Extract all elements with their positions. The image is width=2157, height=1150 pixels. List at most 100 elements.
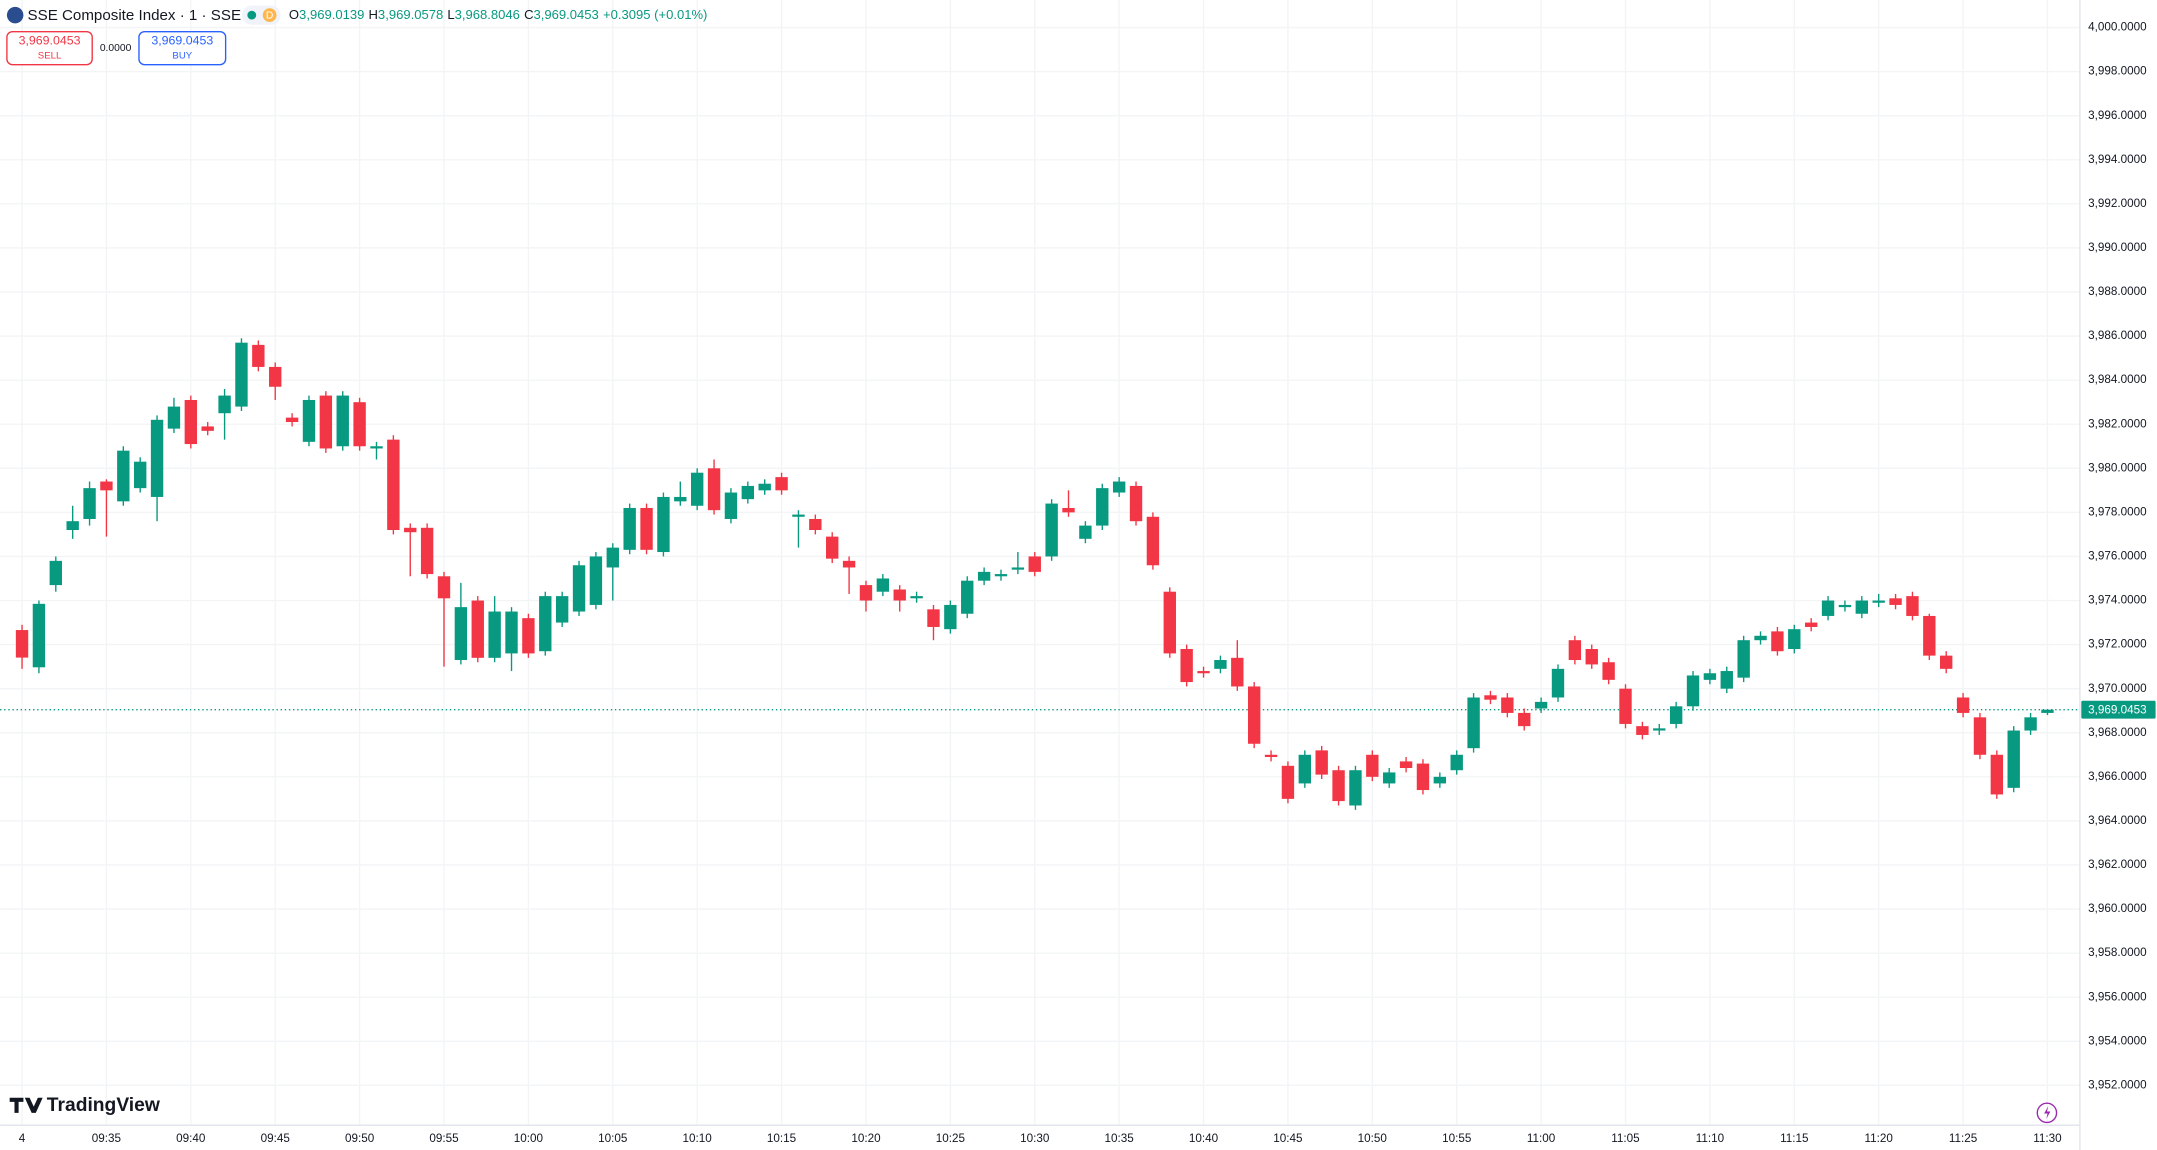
candle-body (1653, 728, 1666, 731)
lightning-button[interactable] (2036, 1102, 2058, 1124)
x-tick-label: 10:30 (1020, 1132, 1050, 1145)
ohlc-value: 3,969.0578 (378, 7, 443, 22)
y-tick-label: 3,984.0000 (2088, 373, 2147, 386)
candle-body (522, 618, 535, 654)
ohlc-value: 3,968.8046 (455, 7, 520, 22)
x-tick-label: 11:20 (1864, 1132, 1893, 1145)
x-tick-label: 11:05 (1611, 1132, 1640, 1145)
badge-circle (262, 8, 277, 23)
candle-body (1754, 635, 1767, 641)
candle-body (859, 585, 873, 601)
candle-body (1585, 649, 1598, 665)
candle-body (1872, 600, 1885, 603)
candle-body (1112, 481, 1126, 493)
x-tick-label: 11:10 (1696, 1132, 1725, 1145)
y-tick-label: 3,986.0000 (2088, 329, 2147, 342)
candle-body (1636, 726, 1649, 735)
candle-body (555, 596, 569, 623)
candle-body (1551, 668, 1565, 698)
sell-price: 3,969.0453 (19, 34, 81, 48)
candle-body (83, 488, 96, 519)
x-tick-label: 09:45 (261, 1132, 291, 1145)
buy-button[interactable] (138, 30, 227, 66)
y-tick-label: 3,954.0000 (2088, 1034, 2147, 1047)
candle-body (269, 366, 282, 387)
x-tick-label: 11:25 (1949, 1132, 1978, 1145)
candle-body (471, 600, 484, 658)
candle-body (1923, 615, 1936, 656)
candle-body (1146, 516, 1160, 566)
y-tick-label: 3,966.0000 (2088, 770, 2147, 783)
status-dot (247, 10, 257, 20)
y-tick-label: 3,978.0000 (2088, 505, 2147, 518)
candle-body (285, 417, 299, 423)
y-tick-label: 3,958.0000 (2088, 946, 2147, 959)
candle-body (1889, 598, 1902, 605)
last-price-badge (2081, 700, 2156, 719)
candle-body (1720, 671, 1733, 689)
ohlc-key: L (447, 7, 454, 22)
candle-body (201, 426, 214, 431)
candle-body (1079, 525, 1092, 539)
sell-button[interactable] (6, 30, 93, 66)
candle-body (1366, 754, 1379, 777)
last-price-label: 3,969.0453 (2088, 703, 2147, 716)
candle-body (741, 485, 755, 500)
candle-body (1315, 750, 1328, 775)
candle-body (1686, 675, 1700, 707)
candle-body (623, 507, 636, 550)
candle-body (1855, 600, 1868, 614)
candle-body (302, 399, 316, 442)
x-tick-label: 10:20 (851, 1132, 881, 1145)
y-tick-label: 4,000.0000 (2088, 21, 2147, 34)
candle-body (454, 607, 468, 661)
candle-body (336, 395, 349, 447)
ohlc-key: C (524, 7, 533, 22)
candle-body (1467, 697, 1480, 749)
x-tick-label: 10:35 (1105, 1132, 1135, 1145)
candle-body (15, 630, 29, 658)
candle-body (674, 496, 687, 502)
candle-body (876, 578, 890, 592)
y-tick-label: 3,972.0000 (2088, 638, 2147, 651)
candle-body (437, 576, 451, 599)
candle-body (1501, 697, 1514, 713)
candle-body (1619, 688, 1632, 724)
candle-body (1788, 629, 1801, 650)
y-tick-label: 3,964.0000 (2088, 814, 2147, 827)
candle-body (1703, 673, 1717, 680)
logo-icon (9, 1097, 43, 1113)
candle-body (809, 518, 822, 531)
x-tick-label: 09:55 (429, 1132, 459, 1145)
candle-body (1838, 604, 1852, 608)
candle-body (1940, 655, 1953, 669)
x-tick-label: 10:50 (1358, 1132, 1388, 1145)
candle-body (1484, 695, 1497, 700)
candle-body (1821, 600, 1835, 616)
candle-body (252, 344, 265, 367)
candle-body (370, 446, 383, 449)
candle-body (927, 609, 940, 627)
candle-body (1602, 662, 1615, 680)
candle-body (724, 492, 738, 519)
logo-text: TradingView (47, 1095, 161, 1116)
y-tick-label: 3,976.0000 (2088, 550, 2147, 563)
x-tick-label: 09:40 (176, 1132, 206, 1145)
candle-body (1518, 712, 1531, 727)
candle-body (539, 596, 552, 652)
candle-body (66, 521, 79, 531)
candle-body (707, 468, 721, 511)
candle-body (1197, 671, 1210, 674)
y-tick-label: 3,968.0000 (2088, 726, 2147, 739)
x-tick-label: 10:00 (514, 1132, 544, 1145)
y-tick-label: 3,980.0000 (2088, 461, 2147, 474)
candle-body (1568, 640, 1582, 661)
ohlc-value: 3,969.0453 (534, 7, 599, 22)
y-tick-label: 3,994.0000 (2088, 153, 2147, 166)
x-tick-label: 10:25 (936, 1132, 966, 1145)
candle-body (32, 603, 46, 668)
y-tick-label: 3,992.0000 (2088, 197, 2147, 210)
